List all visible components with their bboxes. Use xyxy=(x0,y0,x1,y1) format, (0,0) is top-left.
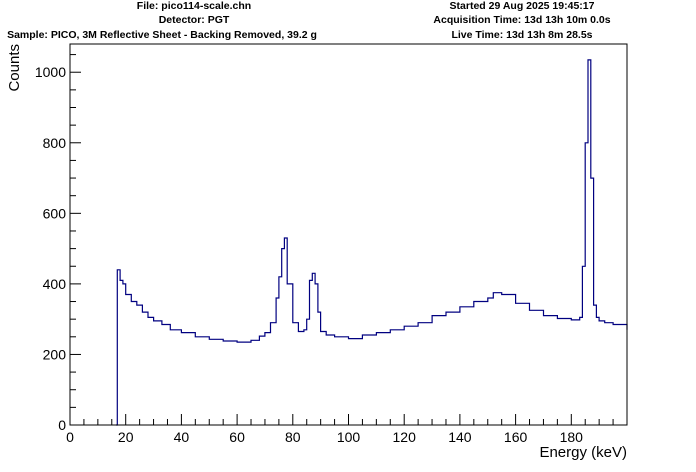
header-live: Live Time: 13d 13h 8m 28.5s xyxy=(451,29,593,41)
header-sample: Sample: PICO, 3M Reflective Sheet - Back… xyxy=(7,29,317,41)
y-tick-label: 200 xyxy=(43,346,67,362)
y-tick-label: 800 xyxy=(43,135,67,151)
x-tick-label: 140 xyxy=(448,429,472,445)
header-started: Started 29 Aug 2025 19:45:17 xyxy=(449,0,595,12)
y-axis-title: Counts xyxy=(6,44,23,92)
plot-frame xyxy=(69,43,628,426)
y-tick-label: 0 xyxy=(58,417,66,433)
y-axis-ticks: 0 200 400 600 800 1000 xyxy=(35,54,81,433)
x-tick-label: 100 xyxy=(337,429,361,445)
y-tick-label: 600 xyxy=(43,205,67,221)
x-tick-label: 40 xyxy=(174,429,190,445)
x-tick-label: 80 xyxy=(285,429,301,445)
x-axis-title: Energy (keV) xyxy=(539,444,627,461)
y-tick-label: 400 xyxy=(43,276,67,292)
x-tick-label: 60 xyxy=(229,429,245,445)
x-tick-label: 120 xyxy=(393,429,417,445)
spectrum-line xyxy=(116,59,628,426)
x-tick-label: 180 xyxy=(560,429,584,445)
header-file: File: pico114-scale.chn xyxy=(136,0,252,12)
header-acquisition: Acquisition Time: 13d 13h 10m 0.0s xyxy=(433,14,611,26)
x-axis-ticks: 0 20 40 60 80 100 120 140 160 180 xyxy=(66,414,628,445)
x-tick-label: 160 xyxy=(504,429,528,445)
header-detector: Detector: PGT xyxy=(158,14,230,26)
x-tick-label: 20 xyxy=(118,429,134,445)
x-tick-label: 0 xyxy=(66,429,74,445)
y-tick-label: 1000 xyxy=(35,64,66,80)
